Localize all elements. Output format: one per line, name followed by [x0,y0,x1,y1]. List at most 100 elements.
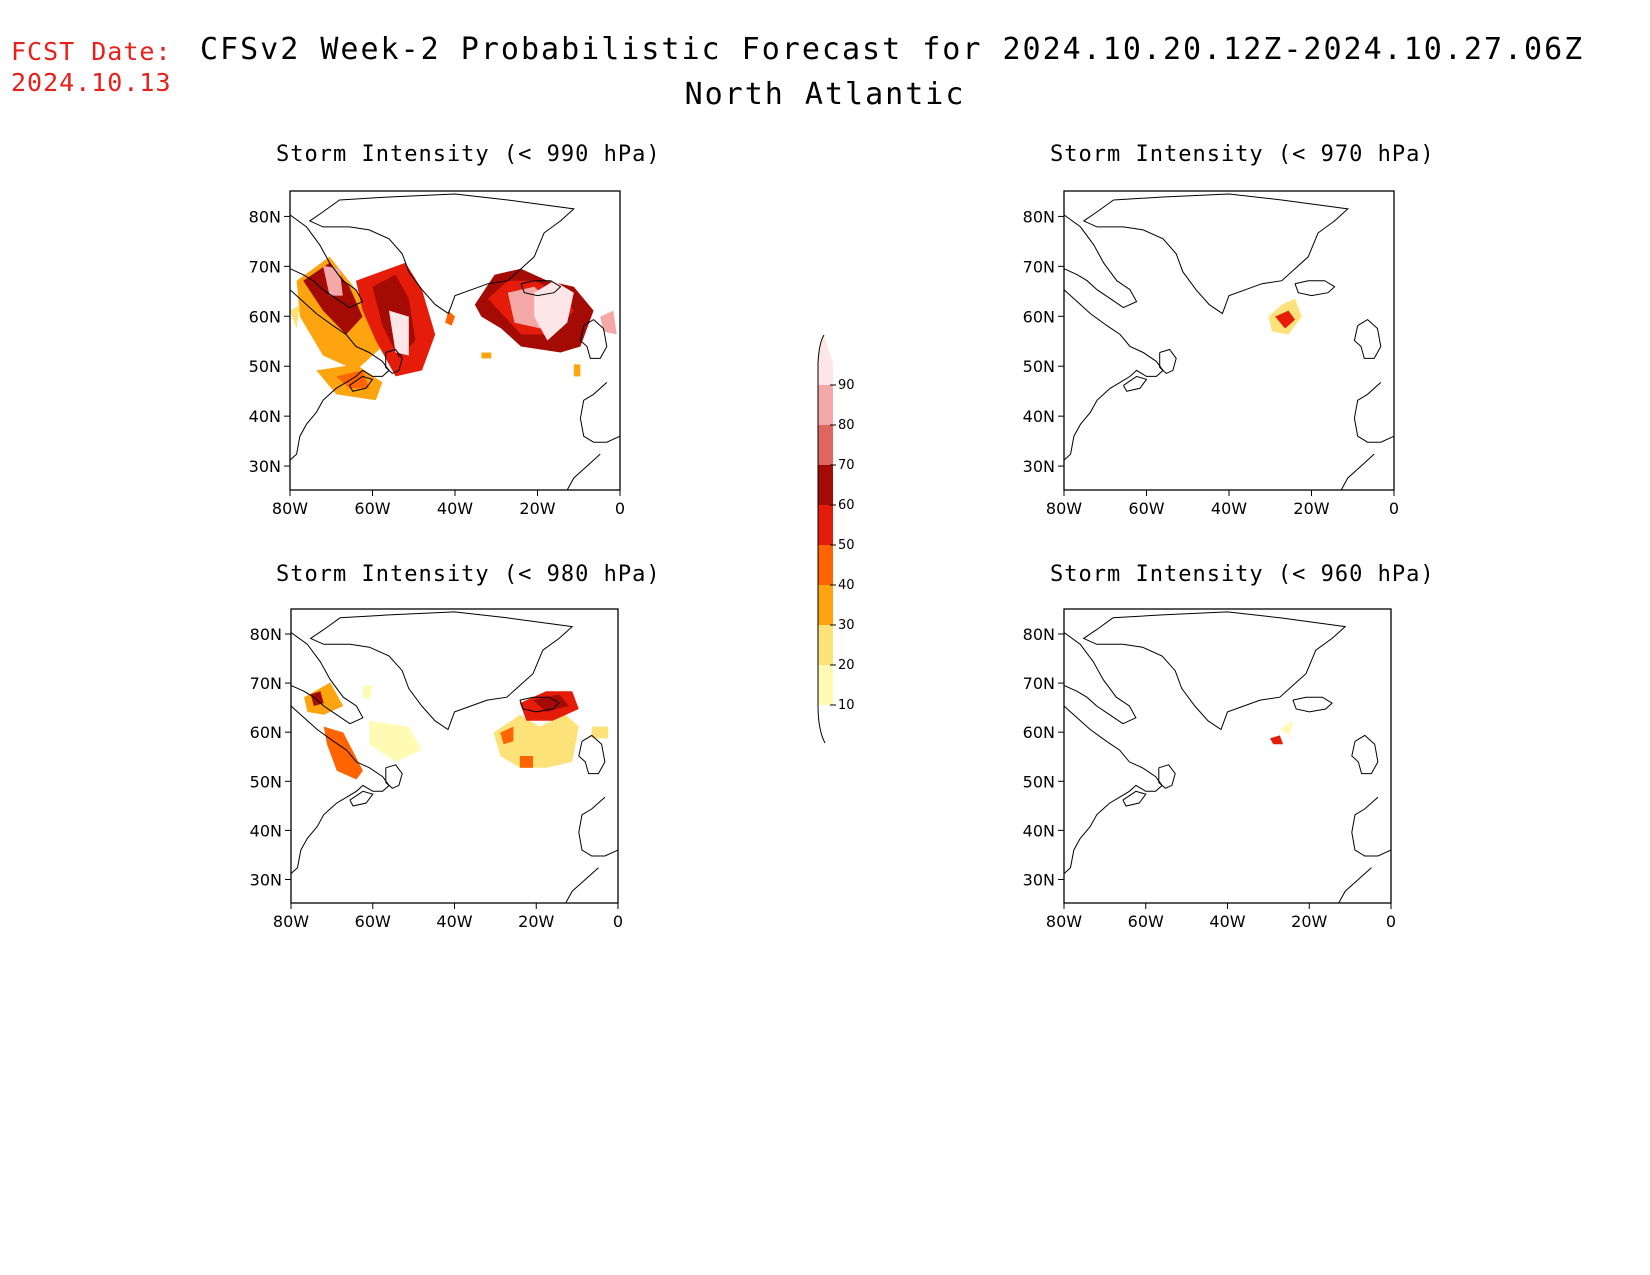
coastline [1354,320,1380,359]
colorbar-label: 90 [838,378,855,393]
lon-label: 20W [518,912,554,931]
probability-patch [520,756,533,768]
lat-label: 50N [250,772,282,791]
lat-label: 70N [250,674,282,693]
lat-label: 70N [1023,674,1055,693]
map-panel-960: 80N 70N 60N 50N 40N 30N 80W 60W 40W 20W 0 [1023,609,1396,931]
lon-label: 0 [1386,912,1396,931]
probability-patch [1270,735,1283,744]
probability-patch [574,364,581,376]
lon-label: 20W [1293,499,1329,518]
coastline [566,868,599,903]
colorbar-swatch [818,465,833,505]
lon-label: 60W [1128,912,1164,931]
lon-label: 0 [615,499,625,518]
coastline [1064,633,1136,724]
map-panel-970: 80N70N60N50N40N30N80W60W40W20W0 [1023,191,1399,518]
lon-label: 80W [273,912,309,931]
lat-label: 30N [1023,457,1055,476]
coastline [1352,797,1391,856]
colorbar-label: 40 [838,578,855,593]
coastline [1293,697,1332,712]
lat-label: 70N [249,257,281,276]
coastline [579,797,618,856]
map-frame [1064,191,1394,490]
coastline [579,735,605,773]
coastline [1064,215,1137,308]
colorbar-swatch [818,505,833,545]
lon-label: 0 [1389,499,1399,518]
colorbar-label: 20 [838,658,855,673]
colorbar-swatch [818,335,833,385]
lon-label: 40W [1209,912,1245,931]
lon-label: 60W [355,912,391,931]
colorbar-label: 70 [838,458,855,473]
lat-label: 60N [249,307,281,326]
lat-label: 30N [1023,870,1055,889]
colorbar-swatch [818,625,833,665]
probability-patch [290,305,300,329]
lon-label: 40W [1211,499,1247,518]
coastline [1160,350,1177,374]
colorbar-label: 80 [838,418,855,433]
lon-label: 40W [436,912,472,931]
coastline [1295,281,1335,296]
lon-label: 20W [1291,912,1327,931]
colorbar-label: 10 [838,698,855,713]
coastline [1352,735,1378,773]
colorbar-label: 30 [838,618,855,633]
coastline [1341,454,1374,490]
lat-label: 30N [249,457,281,476]
lat-label: 40N [249,407,281,426]
lat-label: 80N [1023,625,1055,644]
lon-label: 80W [1046,499,1082,518]
probability-patch [304,683,343,715]
probability-patch [324,727,363,780]
lat-label: 60N [1023,723,1055,742]
probability-patch [363,685,373,700]
colorbar-swatch [818,665,833,705]
probability-patch [481,353,491,359]
coastline [1339,868,1372,903]
map-frame [1064,609,1391,903]
colorbar-swatch [818,545,833,585]
map-panel-980: 80N 70N 60N 50N 40N 30N 80W 60W 40W 20W 0 [250,609,623,931]
lat-label: 40N [250,821,282,840]
lat-label: 30N [250,870,282,889]
coastline [1084,612,1346,730]
coastline [1084,194,1348,314]
lat-label: 70N [1023,257,1055,276]
colorbar-swatch [818,385,833,425]
colorbar-swatch [818,425,833,465]
lat-label: 40N [1023,407,1055,426]
lon-label: 20W [519,499,555,518]
probability-patch [1280,721,1293,736]
probability-patch [370,721,422,762]
lat-label: 50N [1023,772,1055,791]
colorbar-label: 60 [838,498,855,513]
coastline [1064,706,1162,874]
lon-label: 60W [354,499,390,518]
coastline [386,765,402,789]
map-canvas: 80N 70N 60N 50N 40N 30N 80W 60W 40W 20W 0 80N 70N 60N… [0,0,1650,1275]
colorbar-swatch [818,585,833,625]
coastline [580,382,620,442]
colorbar-label: 50 [838,538,855,553]
probability-patch [600,311,617,335]
lon-label: 0 [613,912,623,931]
lat-label: 50N [249,357,281,376]
coastline [1064,290,1163,460]
lat-label: 60N [250,723,282,742]
lat-label: 80N [250,625,282,644]
lon-label: 40W [437,499,473,518]
lon-label: 80W [1046,912,1082,931]
lat-label: 80N [1023,207,1055,226]
probability-patch [592,727,608,739]
lat-label: 60N [1023,307,1055,326]
lat-label: 50N [1023,357,1055,376]
lat-label: 80N [249,207,281,226]
coastline [567,454,600,490]
lat-label: 40N [1023,821,1055,840]
colorbar-tail [818,705,825,743]
coastline [1159,765,1175,789]
